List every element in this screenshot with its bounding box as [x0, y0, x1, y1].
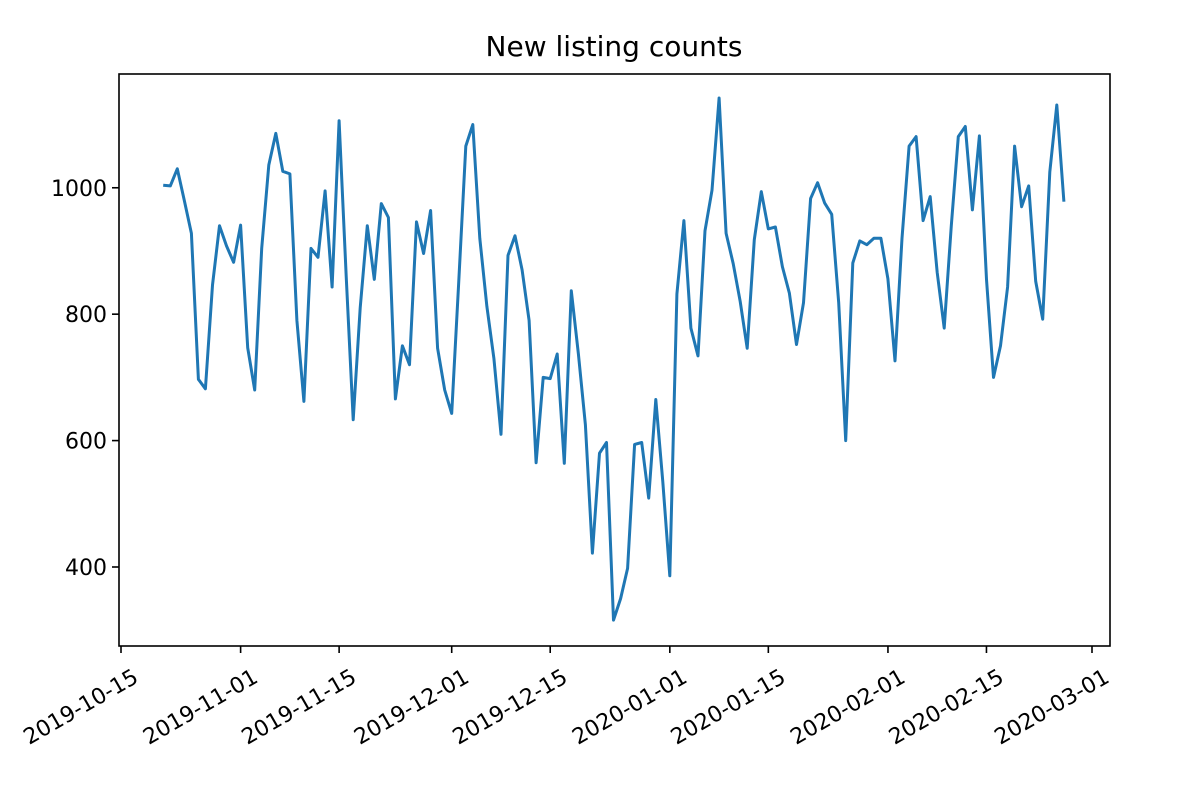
plot-area — [163, 96, 1066, 622]
y-tick-label: 600 — [65, 430, 107, 455]
y-axis: 400 600 800 1000 — [51, 177, 119, 581]
y-tick-label: 800 — [65, 303, 107, 328]
chart-title: New listing counts — [486, 30, 743, 63]
x-axis: 2019-10-152019-11-012019-11-152019-12-01… — [20, 646, 1114, 750]
series-line — [163, 96, 1066, 622]
y-tick-label: 400 — [65, 556, 107, 581]
y-tick-label: 1000 — [51, 177, 107, 202]
x-tick-label: 2019-10-15 — [20, 665, 143, 751]
x-tick-label: 2020-03-01 — [991, 665, 1114, 751]
axes-frame — [118, 73, 1111, 647]
